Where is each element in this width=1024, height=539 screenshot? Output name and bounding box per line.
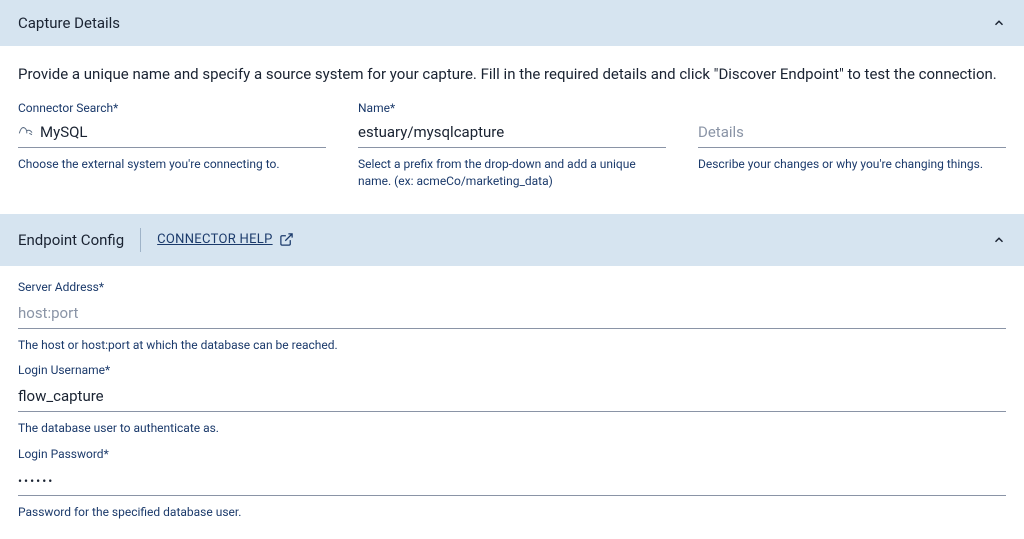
endpoint-section-header[interactable]: Endpoint Config CONNECTOR HELP bbox=[0, 214, 1024, 266]
login-password-field: Login Password •••••• Password for the s… bbox=[18, 447, 1006, 521]
endpoint-fields: Server Address host:port The host or hos… bbox=[0, 266, 1024, 539]
endpoint-header-left: Endpoint Config CONNECTOR HELP bbox=[18, 228, 294, 252]
capture-fields-row: Connector Search MySQL Choose the extern… bbox=[0, 101, 1024, 214]
capture-title: Capture Details bbox=[18, 14, 120, 32]
server-address-field: Server Address host:port The host or hos… bbox=[18, 280, 1006, 354]
details-field: Details Describe your changes or why you… bbox=[698, 101, 1006, 190]
login-username-field: Login Username flow_capture The database… bbox=[18, 363, 1006, 437]
login-password-value: •••••• bbox=[18, 474, 54, 488]
login-username-help: The database user to authenticate as. bbox=[18, 420, 1006, 437]
header-divider bbox=[140, 228, 141, 252]
login-username-input[interactable]: flow_capture bbox=[18, 383, 1006, 412]
login-password-help: Password for the specified database user… bbox=[18, 504, 1006, 521]
login-password-input[interactable]: •••••• bbox=[18, 467, 1006, 496]
login-username-label: Login Username bbox=[18, 363, 1006, 377]
server-address-placeholder: host:port bbox=[18, 304, 78, 322]
name-help: Select a prefix from the drop-down and a… bbox=[358, 156, 666, 190]
connector-search-label: Connector Search bbox=[18, 101, 326, 115]
server-address-input[interactable]: host:port bbox=[18, 300, 1006, 329]
login-password-label: Login Password bbox=[18, 447, 1006, 461]
connector-search-field: Connector Search MySQL Choose the extern… bbox=[18, 101, 326, 190]
name-value: estuary/mysqlcapture bbox=[358, 123, 504, 141]
details-label bbox=[698, 101, 1006, 115]
server-address-label: Server Address bbox=[18, 280, 1006, 294]
capture-section-header[interactable]: Capture Details bbox=[0, 0, 1024, 46]
name-input[interactable]: estuary/mysqlcapture bbox=[358, 121, 666, 148]
mysql-icon bbox=[18, 123, 34, 141]
name-field: Name estuary/mysqlcapture Select a prefi… bbox=[358, 101, 666, 190]
details-help: Describe your changes or why you're chan… bbox=[698, 156, 1006, 173]
connector-search-value: MySQL bbox=[40, 123, 88, 141]
details-placeholder: Details bbox=[698, 123, 744, 141]
name-label: Name bbox=[358, 101, 666, 115]
connector-help-link[interactable]: CONNECTOR HELP bbox=[157, 232, 293, 247]
endpoint-title: Endpoint Config bbox=[18, 231, 124, 249]
connector-help-label: CONNECTOR HELP bbox=[157, 232, 272, 247]
server-address-help: The host or host:port at which the datab… bbox=[18, 337, 1006, 354]
chevron-up-icon bbox=[992, 233, 1006, 247]
details-input[interactable]: Details bbox=[698, 121, 1006, 148]
chevron-up-icon bbox=[992, 16, 1006, 30]
capture-intro: Provide a unique name and specify a sour… bbox=[0, 46, 1024, 101]
connector-search-help: Choose the external system you're connec… bbox=[18, 156, 326, 173]
login-username-value: flow_capture bbox=[18, 387, 104, 405]
connector-search-input[interactable]: MySQL bbox=[18, 121, 326, 148]
external-link-icon bbox=[279, 232, 294, 247]
